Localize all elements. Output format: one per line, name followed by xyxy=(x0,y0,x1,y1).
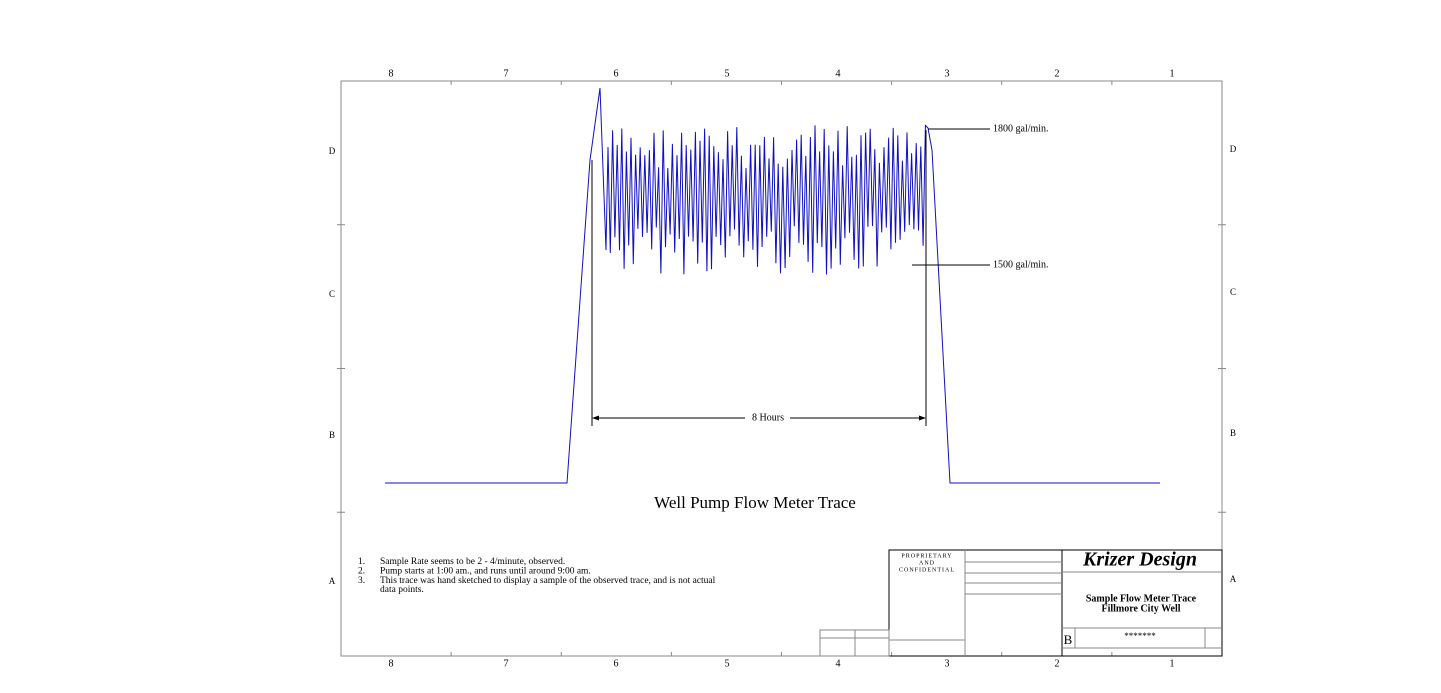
note-text: This trace was hand sketched to display … xyxy=(380,575,716,586)
sheet-title: Fillmore City Well xyxy=(1101,603,1180,614)
column-zone: 1 xyxy=(1170,68,1175,79)
row-zone: C xyxy=(329,289,335,299)
row-zone: A xyxy=(329,576,336,586)
row-zone: C xyxy=(1230,287,1236,297)
column-zone: 2 xyxy=(1055,68,1060,79)
column-zone: 6 xyxy=(614,658,619,669)
low-label: 1500 gal/min. xyxy=(993,259,1049,270)
column-zone: 5 xyxy=(725,68,730,79)
duration-label: 8 Hours xyxy=(752,412,784,423)
column-zone: 5 xyxy=(725,658,730,669)
column-zone: 4 xyxy=(836,68,841,79)
note-text: Pump starts at 1:00 am., and runs until … xyxy=(380,566,591,576)
row-zone: B xyxy=(1230,428,1236,438)
column-zone: 8 xyxy=(389,68,394,79)
note-text: Sample Rate seems to be 2 - 4/minute, ob… xyxy=(380,557,565,567)
column-zone: 8 xyxy=(389,658,394,669)
drawing-number: ******* xyxy=(1124,631,1156,641)
row-zone: D xyxy=(1230,144,1237,154)
high-label: 1800 gal/min. xyxy=(993,123,1049,134)
notice: CONFIDENTIAL xyxy=(899,567,955,573)
note-number: 3. xyxy=(358,576,365,586)
column-zone: 3 xyxy=(945,68,950,79)
notice: PROPRIETARY xyxy=(901,553,952,559)
title-block: PROPRIETARY AND CONFIDENTIAL Krizer Desi… xyxy=(819,549,1223,657)
note-number: 2. xyxy=(358,566,365,576)
row-zone: D xyxy=(329,146,336,156)
column-zone: 7 xyxy=(504,658,509,669)
sheet-title: Sample Flow Meter Trace xyxy=(1086,593,1197,604)
zones: 8 8 7 7 6 6 5 5 4 4 3 3 2 2 1 1 D D C C B B A A xyxy=(329,68,1237,669)
note-number: 1. xyxy=(358,557,365,567)
column-zone: 2 xyxy=(1055,658,1060,669)
flow-trace xyxy=(385,87,1160,484)
title-block-frame xyxy=(888,549,1223,657)
notice: AND xyxy=(919,560,935,566)
column-zone: 6 xyxy=(614,68,619,79)
company: Krizer Design xyxy=(1082,549,1197,571)
drawing-title: Well Pump Flow Meter Trace xyxy=(654,493,856,512)
column-zone: 3 xyxy=(945,658,950,669)
notes: 1. Sample Rate seems to be 2 - 4/minute, … xyxy=(358,557,716,595)
column-zone: 7 xyxy=(504,68,509,79)
row-zone: B xyxy=(329,430,335,440)
sheet-size: B xyxy=(1064,632,1073,647)
column-zone: 4 xyxy=(836,658,841,669)
note-text: data points. xyxy=(380,585,424,595)
row-zone: A xyxy=(1230,574,1237,584)
column-zone: 1 xyxy=(1170,658,1175,669)
